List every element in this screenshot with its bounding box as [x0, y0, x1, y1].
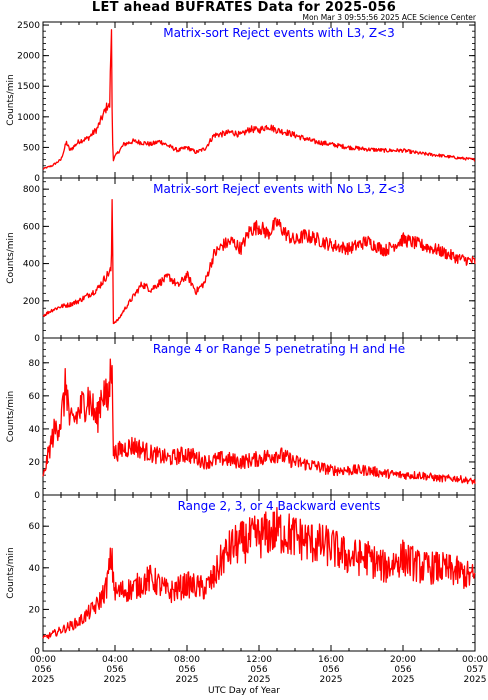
x-tick-label: 08:00	[174, 655, 200, 665]
y-axis-label: Counts/min	[6, 74, 16, 125]
panel-title: Range 2, 3, or 4 Backward events	[178, 499, 381, 513]
x-tick-label: 2025	[32, 675, 55, 685]
y-tick-label: 600	[23, 222, 40, 232]
x-tick-label: 2025	[176, 675, 199, 685]
y-tick-label: 2500	[17, 21, 40, 31]
x-tick-label: 20:00	[390, 655, 416, 665]
y-tick-label: 500	[23, 143, 40, 153]
data-trace	[42, 29, 476, 170]
y-tick-label: 40	[29, 564, 41, 574]
chart-title: LET ahead BUFRATES Data for 2025-056	[91, 0, 397, 15]
y-tick-label: 2000	[17, 52, 40, 62]
y-axis-label: Counts/min	[6, 232, 16, 283]
x-tick-label: 056	[250, 665, 267, 675]
y-axis-label: Counts/min	[6, 547, 16, 598]
x-tick-label: 2025	[392, 675, 415, 685]
y-tick-label: 400	[23, 260, 40, 270]
x-tick-label: 00:00	[30, 655, 56, 665]
x-tick-label: 2025	[464, 675, 487, 685]
y-axis-label: Counts/min	[6, 391, 16, 442]
timestamp: Mon Mar 3 09:55:56 2025 ACE Science Cent…	[302, 13, 477, 22]
y-tick-label: 0	[34, 174, 40, 184]
panel-title: Matrix-sort Reject events with L3, Z<3	[163, 26, 395, 40]
panel-title: Range 4 or Range 5 penetrating H and He	[153, 342, 405, 356]
y-tick-label: 1500	[17, 82, 40, 92]
x-tick-label: 2025	[248, 675, 271, 685]
y-tick-label: 0	[34, 491, 40, 501]
x-tick-label: 056	[394, 665, 411, 675]
y-tick-label: 60	[29, 522, 41, 532]
y-tick-label: 60	[29, 392, 41, 402]
x-tick-label: 00:00	[462, 655, 488, 665]
y-tick-label: 0	[34, 334, 40, 344]
panel-title: Matrix-sort Reject events with No L3, Z<…	[153, 182, 405, 196]
x-tick-label: 056	[178, 665, 195, 675]
y-tick-label: 80	[29, 359, 41, 369]
y-tick-label: 800	[23, 185, 40, 195]
x-tick-label: 2025	[104, 675, 127, 685]
data-trace	[42, 199, 476, 325]
x-tick-label: 16:00	[318, 655, 344, 665]
panel-frame	[42, 337, 476, 496]
panel-frame	[42, 177, 476, 339]
x-tick-label: 056	[322, 665, 339, 675]
y-tick-label: 20	[29, 458, 41, 468]
x-tick-label: 057	[466, 665, 483, 675]
y-tick-label: 200	[23, 297, 40, 307]
y-tick-label: 40	[29, 425, 41, 435]
x-tick-label: 04:00	[102, 655, 128, 665]
x-tick-label: 056	[34, 665, 51, 675]
data-trace	[42, 358, 476, 485]
x-tick-label: 2025	[320, 675, 343, 685]
y-tick-label: 20	[29, 605, 41, 615]
panel-frame	[42, 21, 476, 179]
y-tick-label: 1000	[17, 113, 40, 123]
x-tick-label: 12:00	[246, 655, 272, 665]
y-tick-label: 0	[34, 647, 40, 657]
x-axis-title: UTC Day of Year	[208, 686, 280, 696]
data-trace	[42, 507, 476, 640]
x-tick-label: 056	[106, 665, 123, 675]
